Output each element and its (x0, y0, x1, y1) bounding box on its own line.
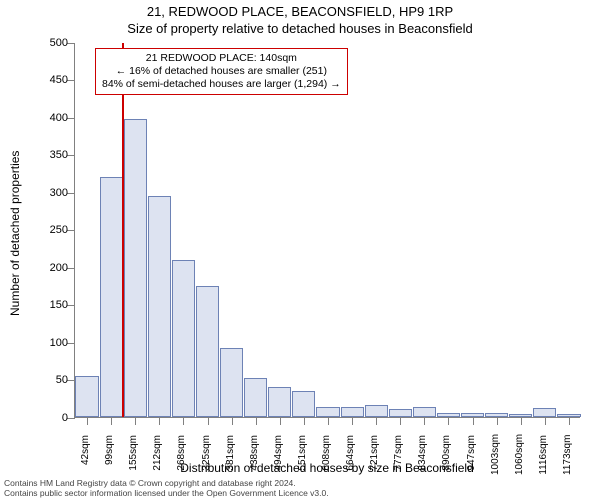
annotation-line: 21 REDWOOD PLACE: 140sqm (102, 52, 341, 65)
x-tick (183, 417, 184, 425)
y-tick-label: 300 (28, 188, 68, 199)
histogram-bar (100, 177, 123, 417)
x-tick-label: 608sqm (322, 435, 332, 475)
x-tick-label: 381sqm (226, 435, 236, 475)
histogram-bar (124, 119, 147, 418)
x-tick (400, 417, 401, 425)
x-tick-label: 1060sqm (515, 435, 525, 475)
y-tick (67, 80, 75, 81)
y-axis-label-text: Number of detached properties (8, 150, 22, 315)
histogram-bar (75, 376, 98, 417)
x-tick (304, 417, 305, 425)
histogram-bar (389, 409, 412, 417)
chart-title-line2: Size of property relative to detached ho… (0, 21, 600, 36)
histogram-bar (268, 387, 291, 417)
x-tick-label: 212sqm (153, 435, 163, 475)
x-tick (424, 417, 425, 425)
x-tick-label: 438sqm (250, 435, 260, 475)
y-tick (67, 118, 75, 119)
x-tick (111, 417, 112, 425)
x-tick-label: 155sqm (129, 435, 139, 475)
histogram-bar (220, 348, 243, 417)
x-tick-label: 890sqm (442, 435, 452, 475)
y-tick-label: 400 (28, 113, 68, 124)
x-tick-label: 42sqm (81, 435, 91, 475)
x-tick (448, 417, 449, 425)
y-tick (67, 43, 75, 44)
x-tick-label: 551sqm (298, 435, 308, 475)
x-tick-label: 777sqm (394, 435, 404, 475)
x-tick (159, 417, 160, 425)
histogram-bar (316, 407, 339, 418)
histogram-bar (292, 391, 315, 417)
x-tick-label: 664sqm (346, 435, 356, 475)
y-tick (67, 305, 75, 306)
y-tick (67, 193, 75, 194)
x-tick (232, 417, 233, 425)
plot-area (74, 43, 580, 418)
x-tick-label: 494sqm (274, 435, 284, 475)
x-tick-label: 834sqm (418, 435, 428, 475)
x-tick-label: 721sqm (370, 435, 380, 475)
y-tick (67, 380, 75, 381)
x-tick (545, 417, 546, 425)
x-tick-label: 1116sqm (539, 435, 549, 475)
x-tick (280, 417, 281, 425)
y-tick (67, 230, 75, 231)
histogram-bar (172, 260, 195, 418)
y-tick-label: 250 (28, 225, 68, 236)
x-tick (352, 417, 353, 425)
footer-line1: Contains HM Land Registry data © Crown c… (4, 478, 329, 488)
x-tick (328, 417, 329, 425)
chart-container: 21, REDWOOD PLACE, BEACONSFIELD, HP9 1RP… (0, 0, 600, 500)
marker-line (122, 43, 124, 417)
annotation-box: 21 REDWOOD PLACE: 140sqm← 16% of detache… (95, 48, 348, 95)
x-tick-label: 99sqm (105, 435, 115, 475)
annotation-line: ← 16% of detached houses are smaller (25… (102, 65, 341, 78)
x-tick (135, 417, 136, 425)
x-tick-label: 325sqm (202, 435, 212, 475)
histogram-bar (196, 286, 219, 417)
histogram-bar (148, 196, 171, 417)
y-tick-label: 100 (28, 338, 68, 349)
histogram-bar (365, 405, 388, 417)
x-tick (497, 417, 498, 425)
chart-title-line1: 21, REDWOOD PLACE, BEACONSFIELD, HP9 1RP (0, 4, 600, 19)
y-tick-label: 200 (28, 263, 68, 274)
x-tick-label: 268sqm (177, 435, 187, 475)
x-tick (376, 417, 377, 425)
y-tick-label: 50 (28, 375, 68, 386)
x-tick-label: 947sqm (467, 435, 477, 475)
x-tick (521, 417, 522, 425)
y-tick-label: 0 (28, 413, 68, 424)
x-tick (569, 417, 570, 425)
y-tick (67, 343, 75, 344)
y-tick (67, 155, 75, 156)
y-tick (67, 268, 75, 269)
footer-attribution: Contains HM Land Registry data © Crown c… (4, 478, 329, 498)
footer-line2: Contains public sector information licen… (4, 488, 329, 498)
y-tick-label: 350 (28, 150, 68, 161)
y-tick-label: 150 (28, 300, 68, 311)
y-tick (67, 418, 75, 419)
histogram-bar (341, 407, 364, 417)
x-tick-label: 1003sqm (491, 435, 501, 475)
histogram-bar (244, 378, 267, 417)
y-tick-label: 500 (28, 38, 68, 49)
x-tick (473, 417, 474, 425)
y-tick-label: 450 (28, 75, 68, 86)
x-tick (256, 417, 257, 425)
x-tick-label: 1173sqm (563, 435, 573, 475)
histogram-bar (533, 408, 556, 417)
x-tick (87, 417, 88, 425)
histogram-bar (413, 407, 436, 417)
x-tick (208, 417, 209, 425)
annotation-line: 84% of semi-detached houses are larger (… (102, 78, 341, 91)
